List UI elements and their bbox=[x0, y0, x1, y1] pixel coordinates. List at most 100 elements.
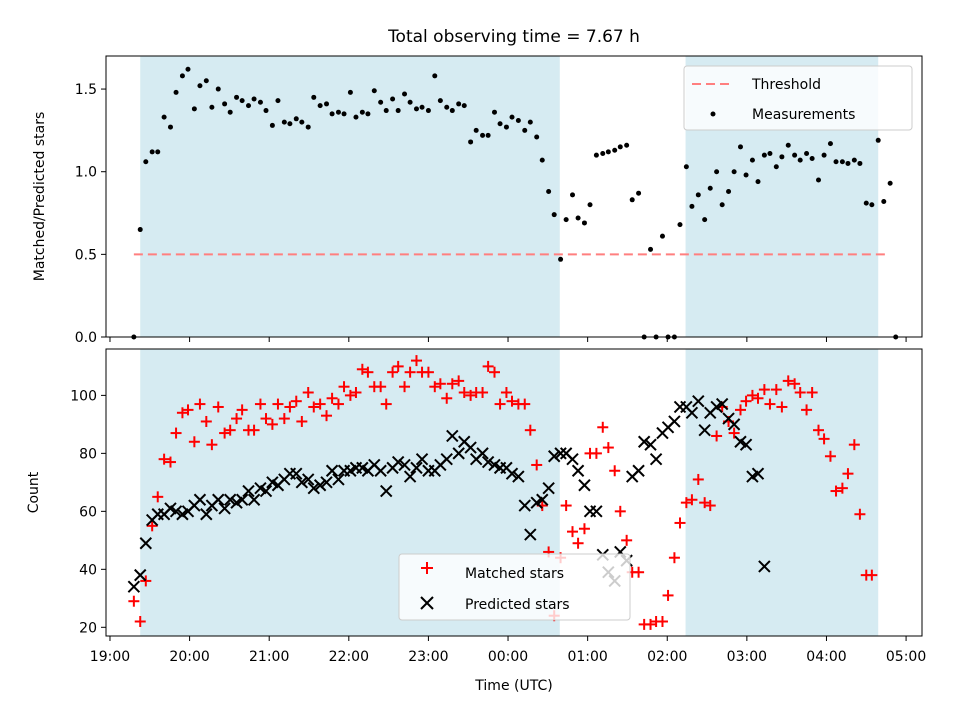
count-panel: 20 40 60 80 100 19:00 20:00 21:00 22:00 23:00 00:… bbox=[26, 348, 926, 694]
measurement-point bbox=[827, 141, 833, 147]
measurement-point bbox=[593, 152, 599, 158]
y-tick-label: 80 bbox=[79, 446, 97, 462]
measurement-point bbox=[515, 117, 521, 123]
predicted-star-point bbox=[649, 452, 663, 466]
x-tick-label: 20:00 bbox=[169, 649, 209, 665]
measurement-point bbox=[737, 144, 743, 150]
measurement-point bbox=[683, 164, 689, 170]
top-legend-box bbox=[683, 65, 913, 131]
measurement-point bbox=[473, 127, 479, 133]
measurement-point bbox=[695, 192, 701, 198]
matched-star-point bbox=[866, 569, 878, 581]
measurement-point bbox=[461, 103, 467, 109]
matched-star-point bbox=[434, 378, 446, 390]
measurement-point bbox=[558, 256, 564, 262]
predicted-star-point bbox=[566, 452, 579, 466]
predicted-star-point bbox=[536, 493, 549, 506]
predicted-star-point bbox=[632, 464, 645, 477]
x-tick-label: 02:00 bbox=[647, 649, 687, 665]
predicted-star-point bbox=[235, 493, 249, 506]
measurement-point bbox=[287, 121, 293, 127]
measurement-point bbox=[677, 222, 683, 228]
matched-star-point bbox=[830, 485, 842, 497]
matched-star-point bbox=[572, 537, 584, 549]
predicted-star-point bbox=[259, 484, 273, 498]
measurement-point bbox=[804, 151, 810, 157]
measurement-point bbox=[480, 132, 486, 138]
matched-star-point bbox=[272, 398, 284, 410]
matched-star-point bbox=[224, 424, 236, 436]
measurement-point bbox=[570, 192, 576, 198]
measurement-point bbox=[797, 157, 803, 163]
predicted-star-point bbox=[380, 484, 393, 498]
matched-star-point bbox=[567, 526, 579, 538]
predicted-star-point bbox=[290, 467, 303, 480]
measurement-point bbox=[833, 159, 839, 165]
measurement-point bbox=[173, 89, 179, 95]
measurement-point bbox=[707, 185, 713, 191]
measurement-point bbox=[743, 172, 749, 178]
measurement-point bbox=[491, 109, 497, 115]
measurement-point bbox=[432, 73, 438, 79]
matched-star-point bbox=[458, 386, 470, 398]
measurement-point bbox=[347, 89, 353, 95]
matched-star-point bbox=[344, 389, 356, 401]
x-tick-label: 19:00 bbox=[90, 649, 130, 665]
matched-star-point bbox=[578, 523, 590, 535]
predicted-star-point bbox=[446, 429, 459, 443]
measurement-point bbox=[143, 159, 149, 165]
measurement-point bbox=[227, 109, 233, 115]
y-tick-label: 20 bbox=[79, 620, 97, 636]
measurements-legend-swatch bbox=[710, 111, 716, 117]
predicted-star-point bbox=[410, 461, 423, 475]
predicted-star-point bbox=[127, 580, 141, 593]
matched-star-point bbox=[590, 447, 602, 459]
matched-star-point bbox=[801, 404, 813, 416]
matched-star-point bbox=[699, 497, 711, 509]
measurement-point bbox=[275, 98, 281, 104]
measurement-point bbox=[161, 114, 167, 120]
matched-star-point bbox=[494, 398, 506, 410]
measurement-point bbox=[485, 132, 491, 138]
matched-star-point bbox=[176, 407, 188, 419]
matched-star-point bbox=[188, 436, 200, 448]
predicted-star-point bbox=[578, 479, 591, 492]
predicted-star-point bbox=[307, 481, 320, 495]
matched-star-point bbox=[302, 386, 314, 398]
bottom-y-axis-title: Count bbox=[26, 471, 42, 513]
predicted-star-point bbox=[505, 467, 519, 480]
matched-star-point bbox=[818, 433, 830, 445]
matched-star-point bbox=[182, 404, 194, 416]
predicted-star-point bbox=[223, 493, 237, 506]
predicted-star-point bbox=[302, 473, 315, 486]
predicted-star-point bbox=[313, 479, 327, 492]
x-tick-label: 01:00 bbox=[567, 649, 607, 665]
predicted-star-point bbox=[524, 528, 537, 541]
matched-star-point bbox=[284, 401, 296, 413]
measurement-point bbox=[299, 119, 305, 125]
observing-window-1 bbox=[140, 56, 560, 337]
y-tick-label: 40 bbox=[79, 562, 97, 578]
bottom-legend: Matched stars Predicted stars bbox=[398, 553, 631, 621]
matched-star-point bbox=[531, 459, 543, 471]
measurement-point bbox=[137, 227, 143, 233]
matched-star-point bbox=[375, 381, 387, 393]
measurement-point bbox=[155, 149, 161, 155]
x-tick-label: 05:00 bbox=[886, 649, 926, 665]
predicted-star-point bbox=[169, 505, 183, 518]
measurement-point bbox=[636, 190, 642, 196]
measurement-point bbox=[600, 151, 606, 157]
predicted-star-point bbox=[476, 447, 489, 460]
matched-star-point bbox=[692, 473, 704, 485]
matched-star-point bbox=[128, 595, 140, 607]
predicted-star-point bbox=[212, 493, 225, 506]
matched-star-point bbox=[645, 618, 657, 630]
matched-star-point bbox=[212, 401, 224, 413]
top-x-ticks bbox=[109, 337, 907, 342]
predicted-star-point bbox=[332, 473, 345, 486]
matched-star-point bbox=[399, 381, 411, 393]
predicted-star-point bbox=[554, 447, 567, 460]
matched-star-point bbox=[500, 386, 512, 398]
matched-star-point bbox=[356, 363, 368, 375]
measurement-point bbox=[726, 189, 732, 195]
